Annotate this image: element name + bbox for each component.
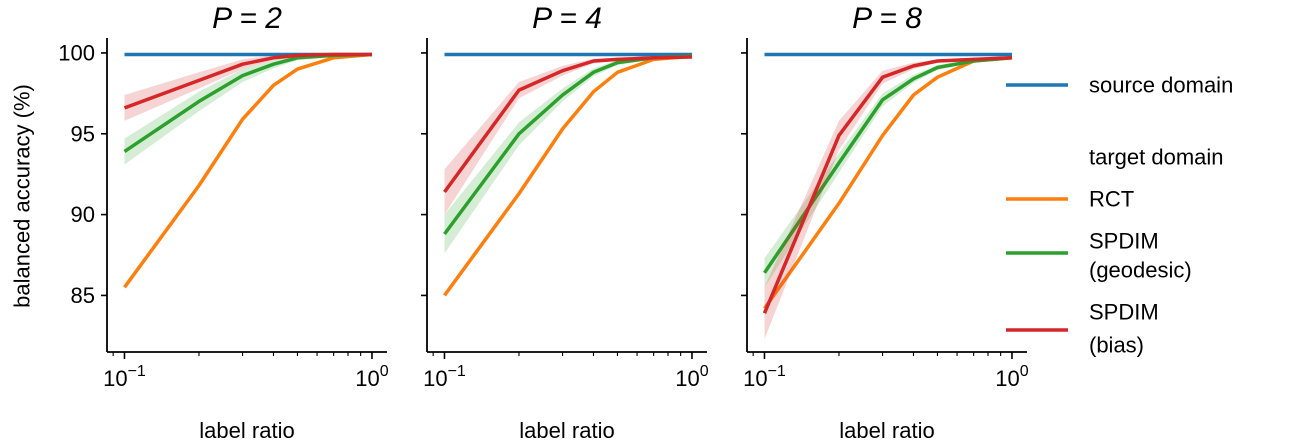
y-tick-label: 85 xyxy=(71,283,95,308)
x-axis-label: label ratio xyxy=(519,418,614,443)
panel-2: P = 4 10−1 100 label ratio xyxy=(421,2,709,443)
confidence-band xyxy=(124,53,372,165)
x-axis-label: label ratio xyxy=(199,418,294,443)
series-spdim-bias xyxy=(123,52,372,121)
y-tick-label: 95 xyxy=(71,121,95,146)
x-tick-label: 100 xyxy=(995,363,1028,391)
panel-title: P = 4 xyxy=(532,2,602,35)
x-axis-label: label ratio xyxy=(839,418,934,443)
series-line xyxy=(123,52,372,110)
series-spdim-bias xyxy=(762,56,1013,340)
y-tick-label: 90 xyxy=(71,202,95,227)
x-tick-label: 10−1 xyxy=(103,363,146,391)
series-spdim-bias xyxy=(443,55,693,215)
legend: source domain target domain RCT SPDIM (geode… xyxy=(1006,73,1233,358)
confidence-band xyxy=(444,56,692,215)
series-line xyxy=(123,52,373,289)
series-spdim-geodesic xyxy=(763,56,1013,288)
x-tick-label: 10−1 xyxy=(423,363,466,391)
legend-label: SPDIM xyxy=(1089,300,1159,325)
legend-entry-spdim-bias: SPDIM (bias) xyxy=(1006,300,1159,358)
legend-label: SPDIM xyxy=(1089,229,1159,254)
x-tick-label: 10−1 xyxy=(743,363,786,391)
panel-3: P = 8 10−1 100 label ratio xyxy=(741,2,1029,443)
panel-title: P = 8 xyxy=(852,2,922,35)
y-axis-label: balanced accuracy (%) xyxy=(10,84,35,308)
legend-label-line2: (geodesic) xyxy=(1089,258,1192,283)
panel-title: P = 2 xyxy=(212,2,282,35)
panels: P = 2 85 90 95 100 10−1 100 label ratio P = 4 10−… xyxy=(58,2,1028,443)
legend-label: source domain xyxy=(1089,73,1233,98)
x-tick-label: 100 xyxy=(675,363,708,391)
legend-entry-spdim-geodesic: SPDIM (geodesic) xyxy=(1006,229,1192,283)
series-spdim-geodesic xyxy=(123,52,373,165)
confidence-band xyxy=(764,57,1012,288)
legend-entry-heading: target domain xyxy=(1089,145,1224,170)
y-tick-label: 100 xyxy=(58,40,95,65)
legend-heading: target domain xyxy=(1089,145,1224,170)
legend-label-line2: (bias) xyxy=(1089,333,1144,358)
confidence-band xyxy=(124,53,372,121)
x-tick-label: 100 xyxy=(355,363,388,391)
panel-1: P = 2 85 90 95 100 10−1 100 label ratio xyxy=(58,2,388,443)
legend-entry-source-domain: source domain xyxy=(1006,73,1233,98)
legend-label: RCT xyxy=(1089,187,1134,212)
series-line xyxy=(762,56,1013,314)
confidence-band xyxy=(444,55,692,254)
legend-entry-rct: RCT xyxy=(1006,187,1134,212)
series-line xyxy=(443,55,693,194)
